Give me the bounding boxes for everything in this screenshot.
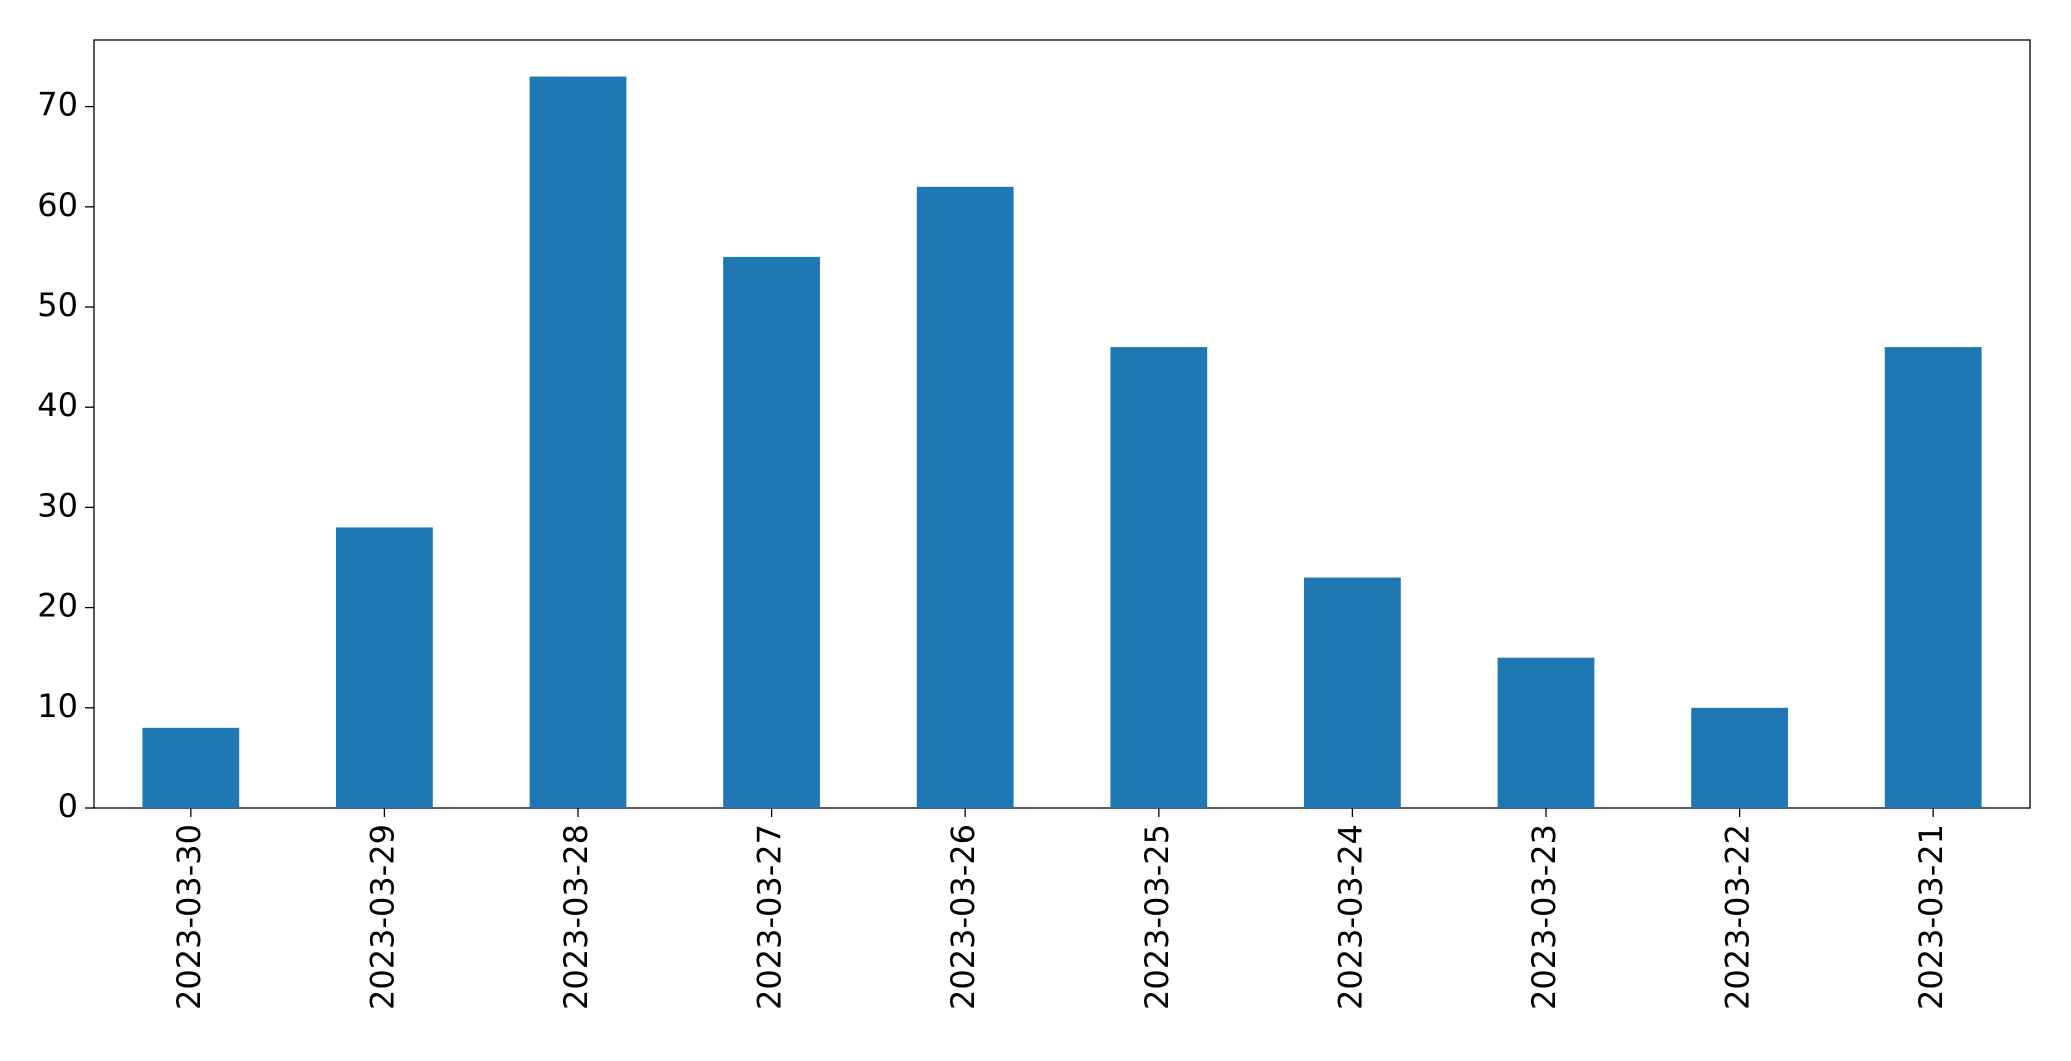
x-tick-label: 2023-03-22 (1719, 824, 1757, 1010)
x-tick-label: 2023-03-23 (1525, 824, 1563, 1010)
x-tick-label: 2023-03-28 (557, 824, 595, 1010)
y-tick-label: 50 (37, 286, 78, 324)
y-tick-label: 10 (37, 687, 78, 725)
bar (1110, 347, 1208, 808)
x-tick-label: 2023-03-25 (1138, 824, 1176, 1010)
bar (1884, 347, 1982, 808)
bar (1304, 577, 1401, 808)
y-tick-label: 20 (37, 587, 78, 625)
x-tick-label: 2023-03-24 (1331, 824, 1369, 1010)
x-tick-label: 2023-03-30 (170, 824, 208, 1010)
plot-frame (93, 39, 2031, 809)
y-tick-label: 60 (37, 186, 78, 224)
y-tick-label: 70 (37, 86, 78, 124)
x-tick-label: 2023-03-29 (363, 824, 401, 1010)
bar (916, 186, 1014, 809)
x-tick-label: 2023-03-27 (751, 824, 789, 1010)
bar (336, 527, 433, 808)
y-tick-label: 40 (37, 386, 78, 424)
bar (142, 727, 240, 808)
bar (1497, 657, 1595, 808)
y-tick-label: 30 (37, 486, 78, 524)
x-tick-label: 2023-03-21 (1912, 824, 1950, 1010)
x-tick-label: 2023-03-26 (944, 824, 982, 1010)
bar (1691, 707, 1788, 808)
bar (723, 256, 820, 808)
y-tick-label: 0 (58, 787, 78, 825)
bar (529, 76, 627, 809)
